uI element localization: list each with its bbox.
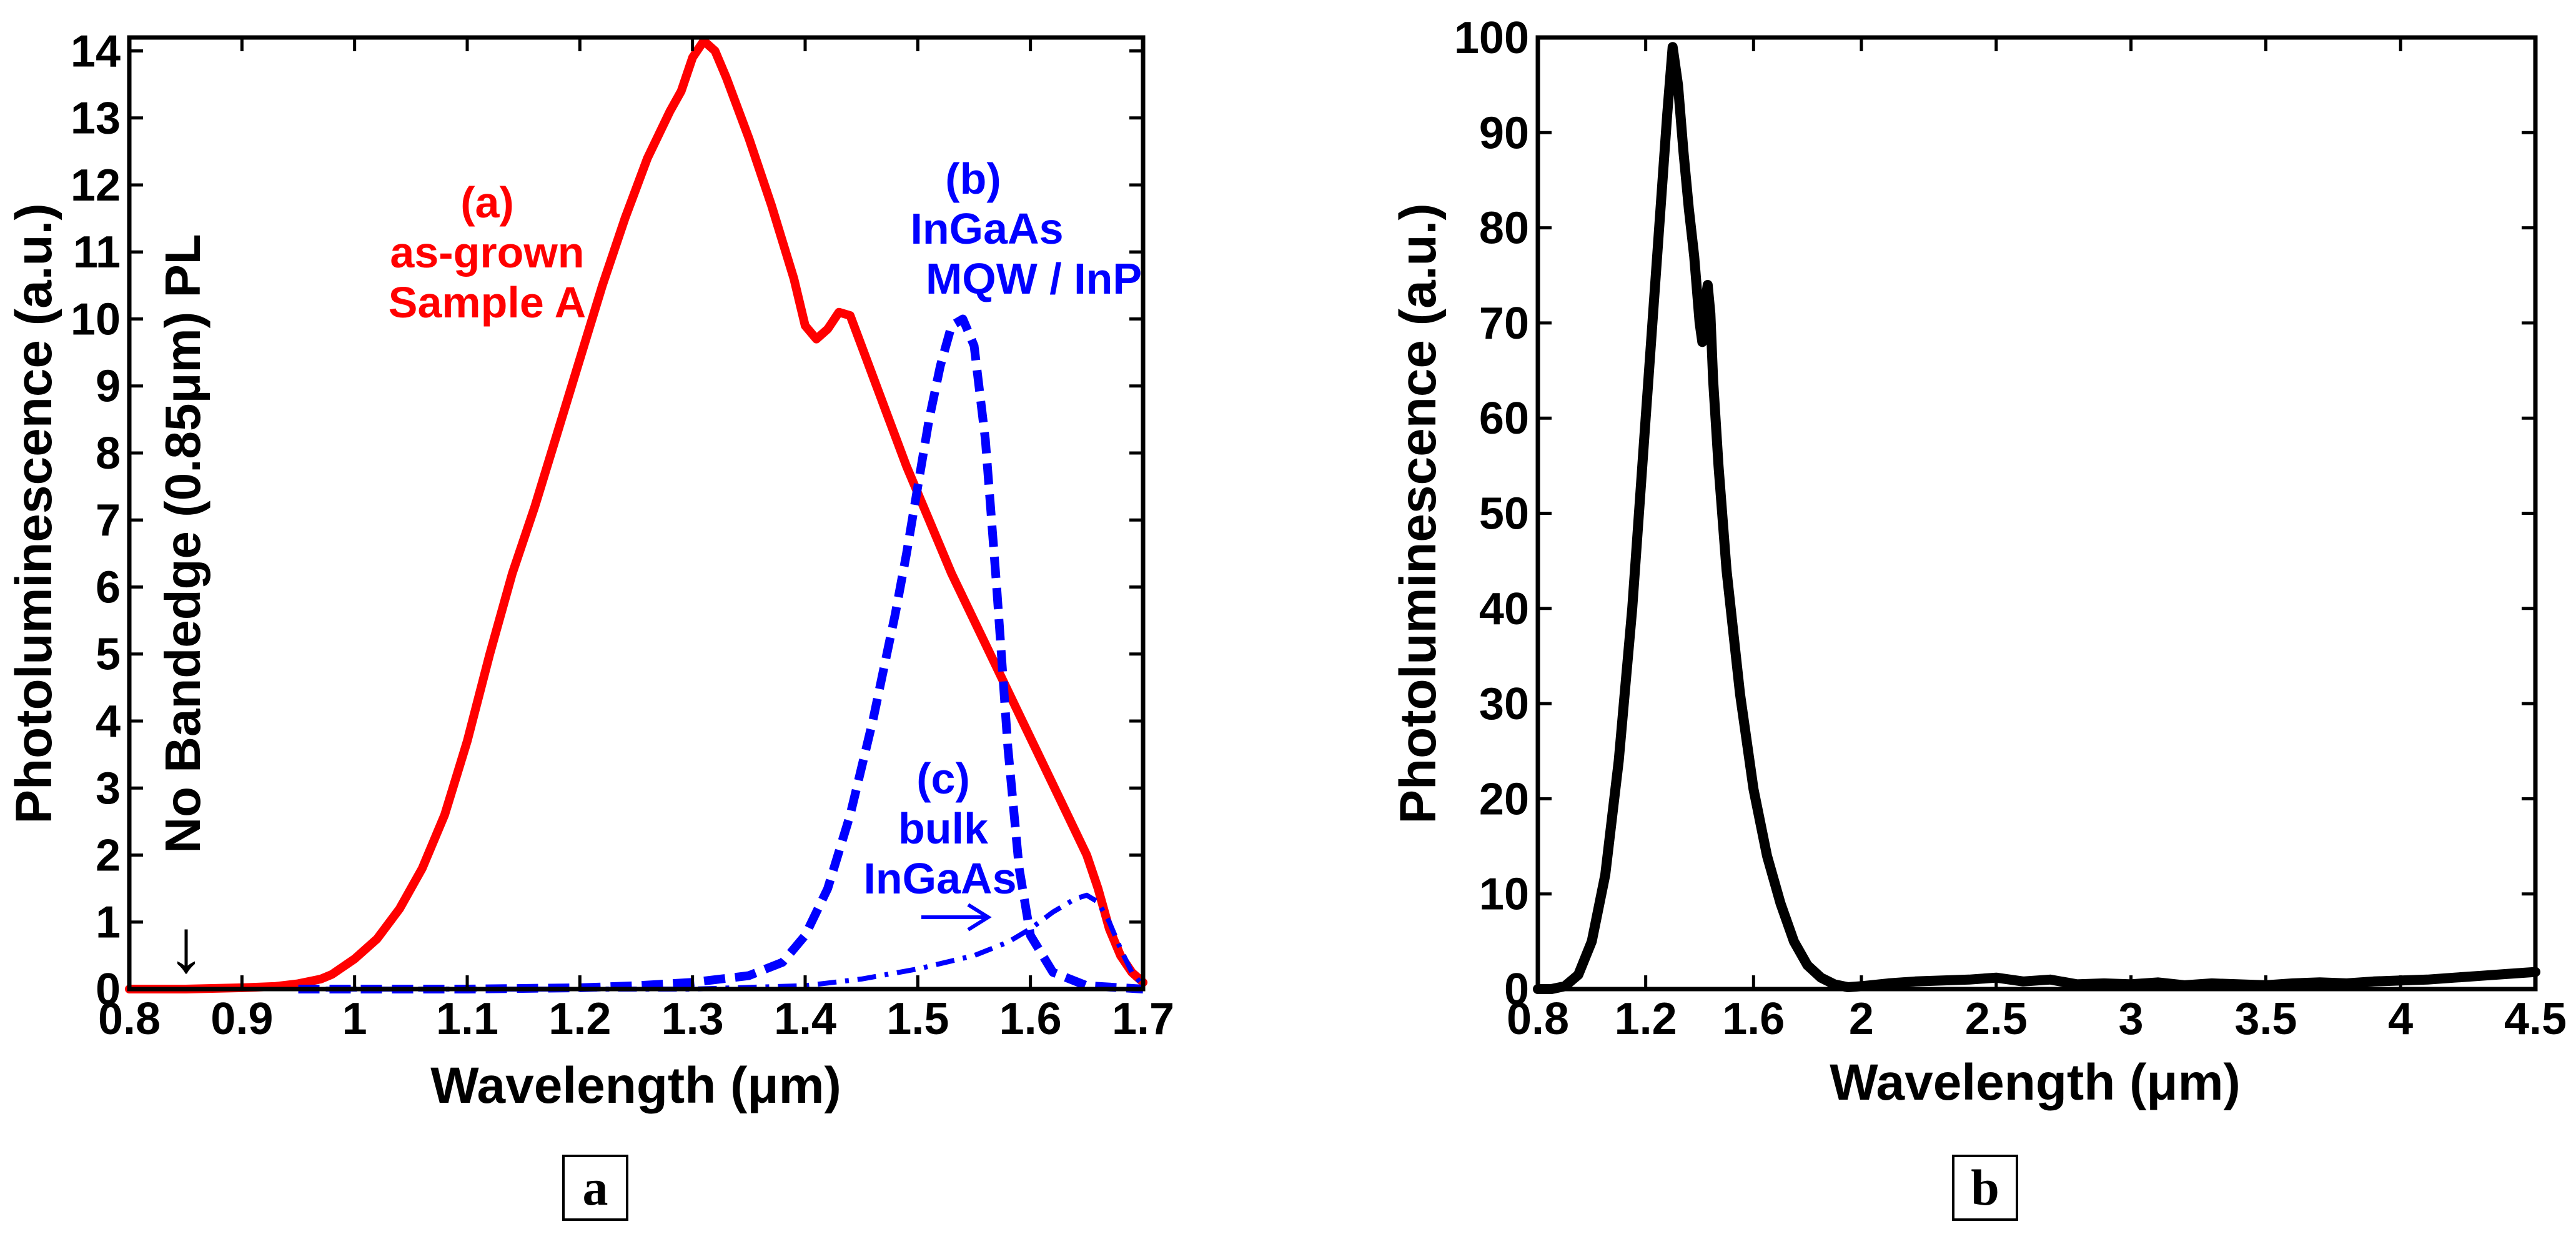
- panel-b-x-axis-label: Wavelength (μm): [1830, 1054, 2241, 1111]
- y-tick-label: 60: [1479, 394, 1529, 444]
- panel-a-series-1-line: [125, 36, 1147, 993]
- y-tick-label: 11: [73, 227, 121, 277]
- x-tick-label: 1.1: [436, 994, 498, 1044]
- annotation-a-line-3: Sample A: [389, 278, 586, 327]
- y-tick-label: 3: [96, 764, 121, 814]
- annotation-a-line-2: as-grown: [390, 228, 584, 277]
- y-tick-label: 7: [96, 495, 121, 545]
- annotation-b-line-2: InGaAs: [910, 204, 1063, 253]
- panel-a-chart: 0.8 0.9 1 1.1 1.2 1.3 1.4 1.5 1.6 1.7012345678910…: [6, 26, 1174, 1221]
- y-tick-label: 50: [1479, 489, 1529, 539]
- panel-a-curves: [125, 36, 1147, 993]
- y-tick-label: 9: [96, 362, 121, 412]
- x-tick-label: 1.5: [886, 994, 949, 1044]
- annotation-b: (b) InGaAs MQW / InP: [910, 154, 1142, 303]
- panel-b-y-axis-label: Photoluminescence (a.u.): [1390, 203, 1447, 824]
- annotation-c-line-2: bulk: [898, 804, 988, 853]
- x-tick-label: 2.5: [1965, 994, 2028, 1044]
- annotation-c: (c) bulk InGaAs: [863, 754, 1017, 932]
- panel-a-down-arrow: ↓: [167, 904, 205, 988]
- panel-b-ticks: 0.8 1.2 1.6 2 2.5 3 3.5 4 4.5 0 10 20 30 40 50 60 70 80 90…: [1454, 13, 2567, 1044]
- x-tick-label: 1.7: [1112, 994, 1174, 1044]
- panel-a-label-box: [562, 1155, 628, 1221]
- y-tick-label: 70: [1479, 299, 1529, 349]
- y-tick-label: 12: [71, 161, 121, 211]
- y-tick-label: 30: [1479, 679, 1529, 729]
- y-tick-label: 14: [71, 26, 121, 76]
- y-tick-label: 6: [96, 562, 121, 612]
- y-tick-label: 13: [71, 94, 121, 144]
- x-tick-label: 2: [1849, 994, 1874, 1044]
- y-tick-label: 0: [96, 965, 121, 1015]
- y-tick-label: 80: [1479, 204, 1529, 254]
- y-tick-label: 0: [1504, 965, 1529, 1015]
- y-tick-label: 20: [1479, 774, 1529, 824]
- x-tick-label: 3: [2119, 994, 2144, 1044]
- panel-a-x-axis-label: Wavelength (μm): [430, 1057, 841, 1114]
- annotation-b-line-3: MQW / InP: [926, 254, 1142, 303]
- y-tick-label: 100: [1454, 13, 1529, 63]
- y-tick-label: 10: [71, 294, 121, 344]
- panel-a-y-axis-label: Photoluminescence (a.u.): [6, 203, 62, 824]
- panel-a-ticks: 0.8 0.9 1 1.1 1.2 1.3 1.4 1.5 1.6 1.7012345678910…: [71, 26, 1174, 1044]
- annotation-a: (a) as-grown Sample A: [389, 178, 586, 327]
- y-tick-label: 40: [1479, 584, 1529, 634]
- x-tick-label: 1.2: [548, 994, 611, 1044]
- x-tick-label: 0.8: [1507, 994, 1569, 1044]
- annotation-b-line-1: (b): [945, 154, 1001, 203]
- x-tick-label: 3.5: [2234, 994, 2297, 1044]
- panel-a-series-2-line: [298, 314, 1144, 993]
- x-tick-label: 1.2: [1615, 994, 1677, 1044]
- y-tick-label: 2: [96, 830, 121, 880]
- x-tick-label: 1: [342, 994, 367, 1044]
- x-tick-label: 1.3: [661, 994, 724, 1044]
- panel-a-label: a: [583, 1159, 608, 1216]
- annotation-c-arrow-icon: [921, 903, 992, 932]
- y-tick-label: 90: [1479, 108, 1529, 158]
- panel-a-bandedge-note: No Bandedge (0.85μm) PL: [155, 234, 211, 853]
- panel-b-curves: [1533, 42, 2540, 994]
- panel-a-plot-frame: [127, 35, 1146, 992]
- panel-a-series-3-line: [298, 892, 1146, 992]
- x-tick-label: 1.6: [1722, 994, 1785, 1044]
- annotation-c-line-3: InGaAs: [863, 854, 1016, 903]
- panel-b-label-box: [1952, 1155, 2018, 1221]
- panel-b-label: b: [1971, 1159, 1999, 1216]
- x-tick-label: 4.5: [2504, 994, 2567, 1044]
- panel-b-series-1-line: [1533, 42, 2540, 994]
- annotation-a-line-1: (a): [460, 178, 514, 227]
- panel-b-chart: 0.8 1.2 1.6 2 2.5 3 3.5 4 4.5 0 10 20 30 40 50 60 70 80 90…: [1390, 13, 2567, 1221]
- x-tick-label: 1.6: [999, 994, 1062, 1044]
- y-tick-label: 1: [96, 898, 121, 948]
- x-tick-label: 0.9: [211, 994, 273, 1044]
- x-tick-label: 4: [2388, 994, 2413, 1044]
- y-tick-label: 4: [96, 697, 121, 747]
- y-tick-label: 10: [1479, 870, 1529, 920]
- x-tick-label: 1.4: [774, 994, 836, 1044]
- y-tick-label: 8: [96, 429, 121, 479]
- y-tick-label: 5: [96, 630, 121, 680]
- annotation-c-line-1: (c): [916, 754, 970, 803]
- x-tick-label: 0.8: [98, 994, 161, 1044]
